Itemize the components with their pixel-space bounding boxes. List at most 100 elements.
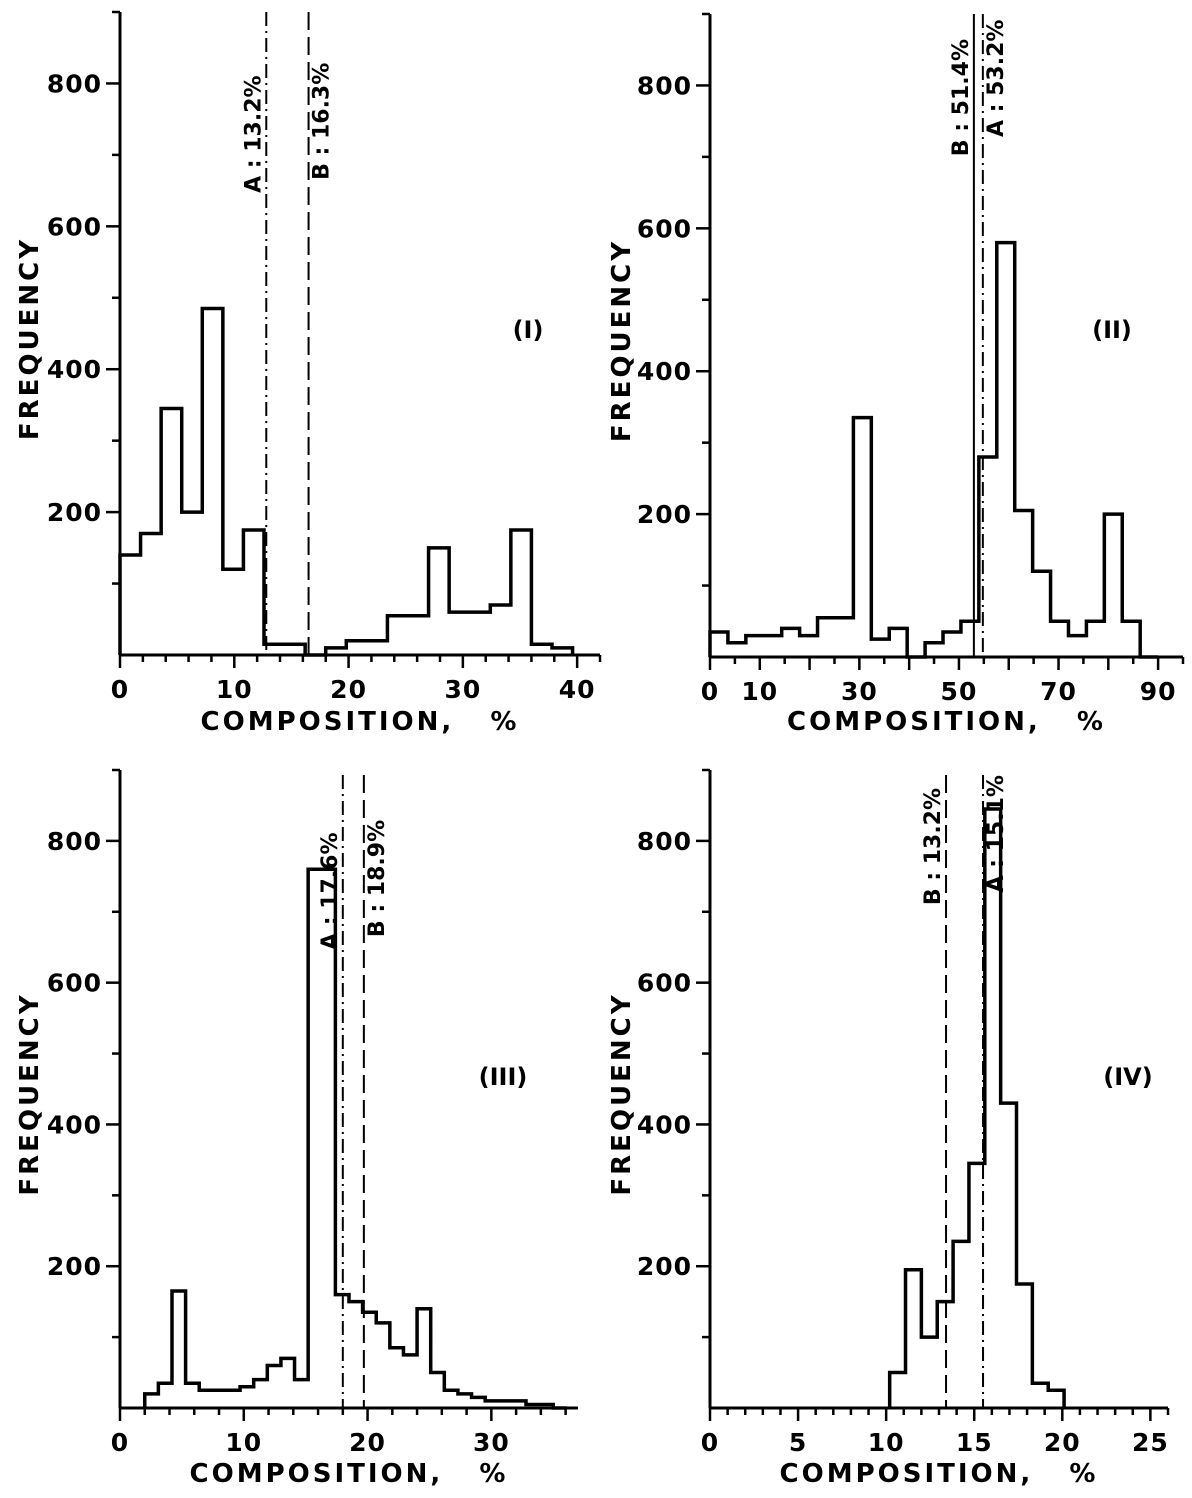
marker-label: A : 15.1%: [984, 775, 1009, 892]
histogram-outline: [708, 240, 1159, 659]
x-tick-label: 10: [225, 1428, 262, 1457]
histogram-bin: [202, 308, 223, 655]
marker-label: B : 18.9%: [365, 820, 390, 937]
histogram-bin: [746, 636, 764, 657]
histogram-bin: [499, 1401, 513, 1408]
histogram-bin: [172, 1291, 186, 1408]
histogram-bin: [511, 530, 532, 655]
histogram-outline: [118, 306, 575, 657]
histogram-bin: [512, 1401, 526, 1408]
histogram-bin: [728, 643, 746, 657]
marker-label: A : 13.2%: [241, 75, 266, 192]
histogram-bin: [1033, 571, 1051, 657]
histogram-bin: [472, 1397, 486, 1408]
histogram-bin: [953, 1241, 969, 1408]
x-tick-label: 30: [473, 1428, 510, 1457]
histogram-bin: [1032, 1383, 1048, 1408]
panel-label: (II): [1092, 316, 1132, 344]
histogram-bin: [1068, 636, 1086, 657]
histogram-bin: [997, 243, 1015, 657]
histogram-bin: [470, 612, 491, 655]
histogram-bin: [444, 1390, 458, 1408]
histogram-bin: [961, 621, 979, 657]
histogram-bin: [158, 1383, 172, 1408]
histogram-bin: [449, 612, 470, 655]
histogram-bin: [531, 644, 552, 655]
histogram-bin: [417, 1309, 431, 1408]
histogram-bin: [552, 648, 573, 655]
y-axis-title: FREQUENCY: [607, 239, 637, 442]
histogram-bin: [979, 457, 997, 657]
histogram-bin: [285, 644, 306, 655]
histogram-bin: [408, 616, 429, 655]
histogram-bin: [226, 1390, 240, 1408]
y-tick-label: 400: [637, 357, 692, 386]
y-tick-label: 600: [47, 212, 102, 241]
histogram-bin: [458, 1394, 472, 1408]
histogram-bin: [429, 548, 450, 655]
histogram-bin: [764, 636, 782, 657]
histogram-bin: [818, 618, 836, 657]
histogram-bin: [186, 1383, 200, 1408]
histogram-bin: [782, 628, 800, 657]
y-tick-label: 200: [47, 1252, 102, 1281]
x-axis-title: COMPOSITION, %: [190, 1459, 509, 1489]
histogram-bin: [367, 641, 388, 655]
histogram-bin: [403, 1355, 417, 1408]
histogram-bin: [1122, 621, 1140, 657]
y-tick-label: 200: [637, 1252, 692, 1281]
histogram-bin: [835, 618, 853, 657]
histogram-bin: [254, 1380, 268, 1408]
histogram-bin: [199, 1390, 213, 1408]
x-tick-label: 30: [444, 675, 481, 704]
histogram-outline: [887, 807, 1066, 1408]
histogram-bin: [943, 632, 961, 657]
histogram-bin: [1104, 514, 1122, 657]
marker-label: A : 53.2%: [984, 20, 1009, 137]
x-axis-title: COMPOSITION, %: [201, 707, 520, 737]
histogram-bin: [326, 648, 347, 655]
y-tick-label: 400: [47, 1110, 102, 1139]
x-tick-label: 0: [111, 1428, 129, 1457]
x-tick-label: 10: [868, 1428, 905, 1457]
histogram-bin: [906, 1270, 922, 1408]
histogram-bin: [182, 512, 203, 655]
histogram-bin: [925, 643, 943, 657]
histogram-bin: [281, 1358, 295, 1408]
x-tick-label: 5: [789, 1428, 807, 1457]
y-tick-label: 800: [637, 71, 692, 100]
histogram-bin: [921, 1337, 937, 1408]
histogram-bin: [120, 555, 141, 655]
x-tick-label: 50: [941, 677, 978, 706]
histogram-bin: [871, 639, 889, 657]
histogram-bin: [1015, 511, 1033, 657]
x-tick-label: 40: [559, 675, 596, 704]
chart-panel-1: 200 400 600 800 0 10 20 30 40 COMPOSITION, % FREQU…: [15, 10, 602, 737]
histogram-bin: [161, 409, 182, 655]
histogram-bin: [1001, 1103, 1017, 1408]
histogram-bin: [387, 616, 408, 655]
histogram-bin: [267, 1365, 281, 1408]
x-tick-label: 20: [1044, 1428, 1081, 1457]
histogram-bin: [485, 1401, 499, 1408]
y-tick-label: 800: [637, 827, 692, 856]
histogram-bin: [243, 530, 264, 655]
histogram-bin: [213, 1390, 227, 1408]
chart-panel-4: 200 400 600 800 0 5 10 15 20 25 COMPOSITION, % FREQ…: [607, 768, 1170, 1489]
histogram-bin: [1048, 1390, 1064, 1408]
marker-label: B : 16.3%: [310, 63, 335, 180]
panel-label: (I): [513, 316, 544, 344]
y-tick-label: 600: [47, 969, 102, 998]
x-tick-label: 10: [741, 677, 778, 706]
y-axis-title: FREQUENCY: [15, 992, 45, 1195]
marker-label: A : 17.6%: [318, 832, 343, 949]
histogram-bin: [145, 1394, 159, 1408]
x-tick-label: 30: [841, 677, 878, 706]
histogram-bin: [390, 1348, 404, 1408]
histogram-outline: [143, 867, 567, 1410]
x-tick-label: 25: [1132, 1428, 1169, 1457]
histogram-bin: [346, 641, 367, 655]
